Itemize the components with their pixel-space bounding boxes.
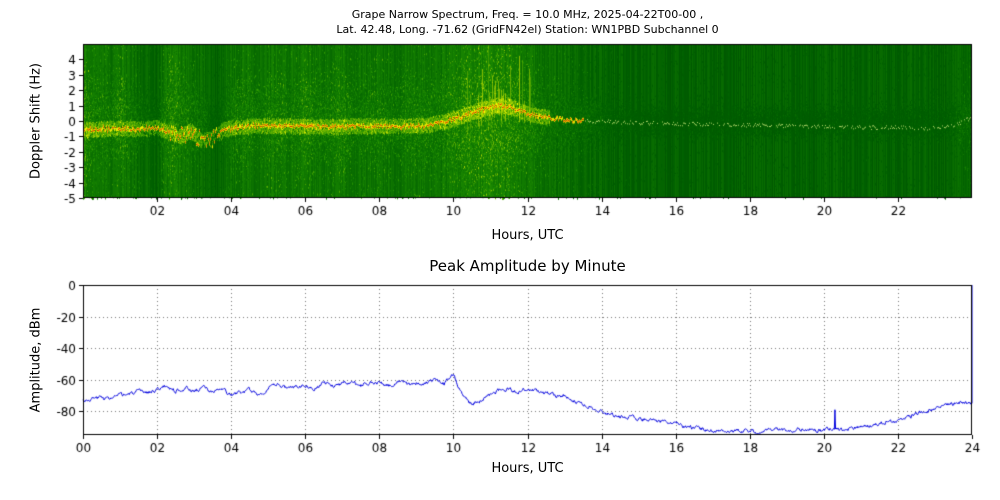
amplitude-plot [0,252,1000,500]
spectrogram-title: Grape Narrow Spectrum, Freq. = 10.0 MHz,… [351,8,704,21]
spectrogram-xlabel: Hours, UTC [491,228,564,243]
spectrogram-ylabel: Doppler Shift (Hz) [28,63,44,179]
amplitude-ylabel: Amplitude, dBm [28,307,44,413]
spectrogram-subtitle: Lat. 42.48, Long. -71.62 (GridFN42el) St… [336,23,719,36]
spectrogram-plot [0,0,1000,252]
amplitude-xlabel: Hours, UTC [491,461,564,476]
amplitude-title: Peak Amplitude by Minute [429,257,626,275]
